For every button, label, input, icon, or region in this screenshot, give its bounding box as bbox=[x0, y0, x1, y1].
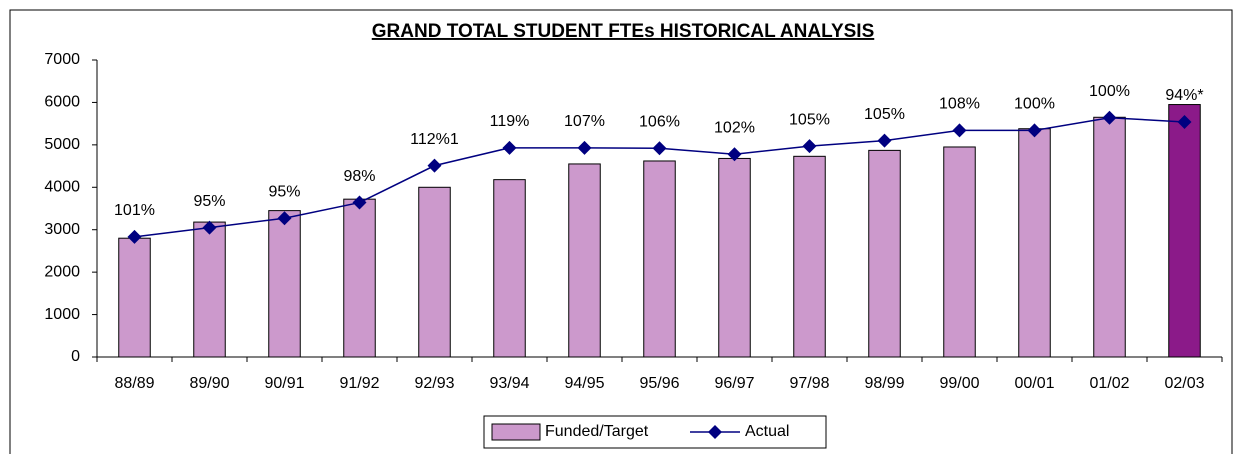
annotation: 105% bbox=[789, 111, 830, 128]
y-tick-label: 5000 bbox=[44, 136, 80, 153]
marker bbox=[727, 147, 742, 162]
legend-marker bbox=[708, 425, 722, 439]
x-tick-label: 00/01 bbox=[1014, 375, 1054, 392]
annotation: 107% bbox=[564, 113, 605, 130]
x-tick-label: 96/97 bbox=[714, 375, 754, 392]
bar bbox=[718, 157, 751, 358]
y-tick-label: 6000 bbox=[44, 94, 80, 111]
x-tick-label: 98/99 bbox=[864, 375, 904, 392]
legend-swatch bbox=[491, 423, 541, 441]
chart-border bbox=[9, 9, 1233, 454]
x-tick-label: 95/96 bbox=[639, 375, 679, 392]
annotation: 112%1 bbox=[410, 131, 459, 148]
marker bbox=[577, 140, 592, 155]
marker bbox=[1177, 114, 1192, 129]
annotation: 95% bbox=[193, 193, 225, 210]
marker bbox=[502, 140, 517, 155]
bar bbox=[1168, 104, 1201, 358]
annotation: 100% bbox=[1014, 96, 1055, 113]
x-tick-label: 97/98 bbox=[789, 375, 829, 392]
bar bbox=[193, 221, 226, 358]
marker bbox=[427, 158, 442, 173]
x-tick-label: 89/90 bbox=[189, 375, 229, 392]
bar bbox=[643, 160, 676, 358]
annotation: 106% bbox=[639, 113, 680, 130]
bar bbox=[1018, 128, 1051, 358]
marker bbox=[127, 229, 142, 244]
x-tick-label: 91/92 bbox=[339, 375, 379, 392]
marker bbox=[877, 133, 892, 148]
legend-box bbox=[483, 415, 827, 449]
annotation: 95% bbox=[268, 183, 300, 200]
bar bbox=[343, 198, 376, 358]
annotation: 108% bbox=[939, 96, 980, 113]
annotation: 98% bbox=[343, 168, 375, 185]
y-tick-label: 1000 bbox=[44, 306, 80, 323]
bar bbox=[568, 163, 601, 358]
marker bbox=[1027, 123, 1042, 138]
y-tick-label: 4000 bbox=[44, 179, 80, 196]
bar bbox=[493, 179, 526, 358]
annotation: 101% bbox=[114, 202, 155, 219]
y-tick-label: 3000 bbox=[44, 221, 80, 238]
x-tick-label: 93/94 bbox=[489, 375, 529, 392]
bar bbox=[268, 210, 301, 358]
marker bbox=[352, 195, 367, 210]
annotation: 119% bbox=[490, 113, 530, 130]
bar bbox=[1093, 116, 1126, 358]
marker bbox=[1102, 110, 1117, 125]
x-tick-label: 92/93 bbox=[414, 375, 454, 392]
annotation: 105% bbox=[864, 106, 905, 123]
annotation: 102% bbox=[714, 119, 755, 136]
x-tick-label: 02/03 bbox=[1164, 375, 1204, 392]
annotation: 100% bbox=[1089, 83, 1130, 100]
x-tick-label: 90/91 bbox=[264, 375, 304, 392]
marker bbox=[277, 211, 292, 226]
x-tick-label: 01/02 bbox=[1089, 375, 1129, 392]
bar bbox=[793, 155, 826, 358]
legend-label: Actual bbox=[745, 423, 789, 440]
bar bbox=[418, 186, 451, 358]
bar bbox=[943, 146, 976, 358]
marker bbox=[202, 220, 217, 235]
marker bbox=[952, 123, 967, 138]
y-tick-label: 0 bbox=[71, 348, 80, 365]
chart-title: GRAND TOTAL STUDENT FTEs HISTORICAL ANAL… bbox=[372, 21, 875, 42]
marker bbox=[802, 139, 817, 154]
bar bbox=[868, 149, 901, 358]
annotation: 94%* bbox=[1165, 87, 1203, 104]
x-tick-label: 94/95 bbox=[564, 375, 604, 392]
bar bbox=[118, 237, 151, 358]
x-tick-label: 88/89 bbox=[114, 375, 154, 392]
y-tick-label: 7000 bbox=[44, 51, 80, 68]
marker bbox=[652, 141, 667, 156]
y-tick-label: 2000 bbox=[44, 263, 80, 280]
x-tick-label: 99/00 bbox=[939, 375, 979, 392]
legend-label: Funded/Target bbox=[545, 423, 649, 440]
